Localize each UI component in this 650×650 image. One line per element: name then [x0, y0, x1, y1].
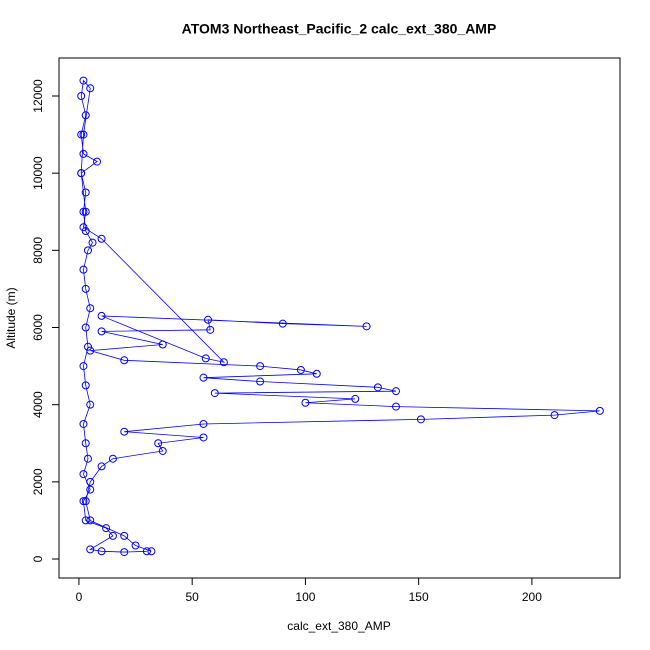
point — [81, 188, 90, 197]
point — [77, 130, 86, 139]
point — [120, 427, 129, 436]
x-tick-label: 150 — [409, 590, 429, 604]
point — [79, 76, 88, 85]
point — [102, 524, 111, 533]
point — [81, 516, 90, 525]
point — [362, 322, 371, 331]
x-tick-label: 200 — [522, 590, 542, 604]
point — [86, 84, 95, 93]
y-tick-label: 0 — [31, 555, 45, 562]
y-tick-label: 10000 — [31, 156, 45, 190]
point — [296, 365, 305, 374]
point — [392, 387, 401, 396]
point — [97, 327, 106, 336]
point — [79, 470, 88, 479]
point — [158, 340, 167, 349]
point — [86, 477, 95, 486]
chart-title: ATOM3 Northeast_Pacific_2 calc_ext_380_A… — [182, 21, 497, 37]
point — [204, 315, 213, 324]
point — [206, 325, 215, 334]
point — [81, 439, 90, 448]
point — [301, 398, 310, 407]
point — [86, 400, 95, 409]
point — [120, 548, 129, 557]
point — [81, 323, 90, 332]
point — [416, 415, 425, 424]
point — [93, 157, 102, 166]
point — [97, 462, 106, 471]
point — [550, 411, 559, 420]
point — [312, 369, 321, 378]
point — [219, 358, 228, 367]
point — [199, 419, 208, 428]
point — [147, 547, 156, 556]
point — [86, 516, 95, 525]
point — [199, 433, 208, 442]
point — [154, 439, 163, 448]
point — [373, 383, 382, 392]
point — [81, 111, 90, 120]
point — [256, 362, 265, 371]
point — [77, 169, 86, 178]
x-tick-label: 100 — [295, 590, 315, 604]
point — [81, 284, 90, 293]
point — [83, 246, 92, 255]
point — [81, 497, 90, 506]
point — [201, 354, 210, 363]
point — [88, 238, 97, 247]
point — [79, 497, 88, 506]
point — [131, 541, 140, 550]
point — [97, 311, 106, 320]
point — [83, 454, 92, 463]
point — [79, 207, 88, 216]
point — [142, 547, 151, 556]
point — [392, 402, 401, 411]
point — [595, 406, 604, 415]
point — [278, 319, 287, 328]
point — [79, 265, 88, 274]
point — [86, 304, 95, 313]
point — [158, 446, 167, 455]
point — [79, 362, 88, 371]
x-tick-label: 50 — [185, 590, 199, 604]
point — [120, 531, 129, 540]
point — [79, 149, 88, 158]
point — [86, 346, 95, 355]
point — [81, 381, 90, 390]
point — [79, 130, 88, 139]
point — [210, 389, 219, 398]
plot-frame — [58, 57, 621, 579]
point — [108, 454, 117, 463]
point — [351, 394, 360, 403]
point — [97, 234, 106, 243]
point — [86, 485, 95, 494]
y-tick-label: 4000 — [31, 391, 45, 418]
point — [81, 227, 90, 236]
point — [81, 207, 90, 216]
series-line — [80, 79, 600, 553]
point — [97, 547, 106, 556]
point — [120, 356, 129, 365]
x-tick-label: 0 — [76, 590, 83, 604]
point — [108, 531, 117, 540]
point — [86, 545, 95, 554]
point — [79, 419, 88, 428]
point — [256, 377, 265, 386]
y-axis-label: Altitude (m) — [4, 287, 18, 348]
point — [79, 223, 88, 232]
y-tick-label: 8000 — [31, 237, 45, 264]
y-tick-label: 12000 — [31, 79, 45, 113]
point — [77, 92, 86, 101]
point — [83, 342, 92, 351]
y-tick-label: 2000 — [31, 468, 45, 495]
x-axis-label: calc_ext_380_AMP — [287, 619, 390, 633]
point — [199, 373, 208, 382]
y-tick-label: 6000 — [31, 314, 45, 341]
